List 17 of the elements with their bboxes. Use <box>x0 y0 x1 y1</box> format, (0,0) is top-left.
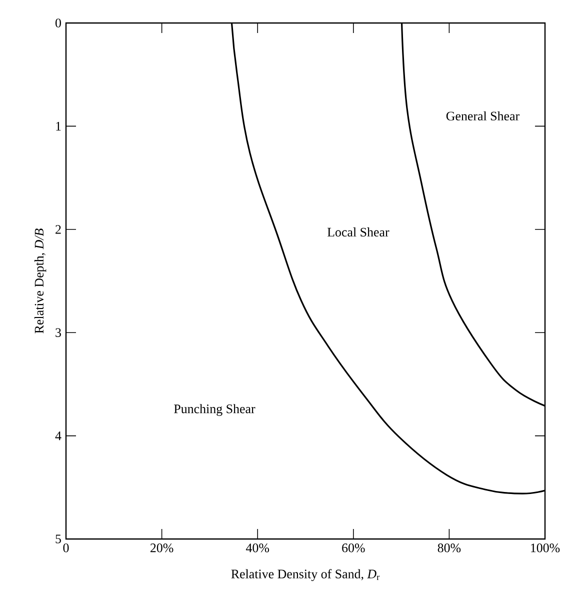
x-tick-label: 60% <box>342 544 365 552</box>
y-tick-label: 1 <box>56 122 61 130</box>
y-tick-label: 2 <box>56 225 61 234</box>
y-tick-label: 0 <box>56 18 61 28</box>
x-tick-label: 80% <box>438 544 461 552</box>
x-tick-label: 40% <box>246 544 270 552</box>
y-tick-label: 3 <box>56 328 61 337</box>
annotation: Punching Shear <box>174 404 256 416</box>
x-tick-label: 20% <box>150 544 174 552</box>
y-tick-label: 4 <box>55 432 62 440</box>
x-tick-label: 0 <box>63 544 69 552</box>
x-tick-label: 100% <box>531 544 560 552</box>
x-axis-title: Relative Density of Sand, D$_{r}$ <box>231 569 380 582</box>
y-axis-title: Relative Depth, D/B <box>34 228 46 334</box>
y-tick-label: 5 <box>56 534 61 544</box>
annotation: General Shear <box>446 111 520 120</box>
annotation: Local Shear <box>327 227 390 237</box>
